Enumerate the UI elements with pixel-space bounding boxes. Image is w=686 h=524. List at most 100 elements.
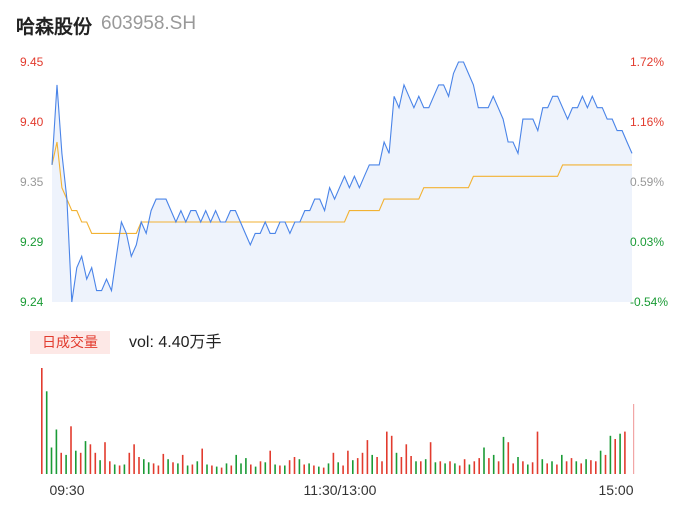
volume-bar (531, 462, 534, 474)
volume-bar (293, 457, 296, 474)
volume-bar (172, 462, 174, 474)
volume-bar (604, 454, 607, 474)
volume-bar (118, 465, 121, 474)
y-tick-label: 9.45 (20, 55, 44, 69)
volume-bar (556, 464, 558, 474)
volume-bar (191, 464, 194, 474)
volume-bar (444, 463, 446, 474)
volume-bar (507, 442, 510, 474)
volume-bar (395, 452, 398, 474)
y-right-tick-label: -0.54% (630, 295, 668, 309)
x-axis: 09:30 11:30/13:00 15:00 (49, 482, 633, 498)
volume-bar (410, 456, 412, 474)
volume-bar (517, 457, 519, 474)
volume-bars-layer (41, 368, 635, 474)
volume-bar (371, 454, 373, 474)
volume-bar (541, 459, 544, 474)
volume-bar (492, 454, 495, 474)
volume-bar (595, 461, 597, 474)
volume-bar (303, 464, 305, 474)
volume-bar (84, 441, 87, 474)
volume-bar (65, 454, 67, 474)
volume-bar (468, 464, 471, 474)
volume-bar (551, 461, 553, 474)
volume-bar (590, 460, 592, 474)
volume-bar (585, 459, 587, 474)
volume-bar (361, 452, 364, 474)
volume-bar (458, 465, 461, 474)
y-tick-label: 9.24 (20, 295, 44, 309)
volume-bar (624, 431, 626, 474)
volume-bar (225, 463, 228, 474)
volume-bar (113, 464, 116, 474)
volume-bar (546, 463, 548, 474)
x-tick-label: 15:00 (598, 482, 633, 498)
volume-bar (269, 450, 271, 474)
volume-bar (94, 452, 97, 474)
volume-bar (429, 442, 432, 474)
volume-bar (70, 426, 72, 474)
volume-bar (143, 459, 145, 474)
volume-bar (420, 461, 422, 474)
volume-bar (55, 429, 58, 474)
volume-bar (181, 454, 184, 474)
volume-bar (478, 458, 480, 474)
volume-bar (463, 459, 466, 474)
volume-bar (60, 452, 62, 474)
volume-bar (347, 450, 349, 474)
volume-bar (308, 463, 310, 474)
daily-volume-tab[interactable]: 日成交量 (30, 331, 110, 354)
y-right-tick-label: 1.16% (630, 115, 664, 129)
volume-bar (619, 433, 621, 474)
volume-bar (99, 460, 101, 474)
volume-bar (512, 463, 514, 474)
volume-bar (434, 462, 437, 474)
volume-bar (536, 431, 539, 474)
y-right-tick-label: 0.59% (630, 175, 664, 189)
volume-bar (424, 459, 427, 474)
volume-bar (104, 442, 106, 474)
volume-bar (186, 465, 189, 474)
volume-bar (352, 460, 354, 474)
volume-bar (264, 462, 267, 474)
price-line (51, 61, 633, 303)
volume-bar (152, 463, 155, 474)
volume-bar (288, 460, 291, 474)
volume-bar (284, 465, 286, 474)
volume-bar (575, 461, 578, 474)
volume-bar (405, 444, 408, 474)
volume-bar (162, 453, 165, 474)
volume-bar (473, 461, 476, 474)
volume-bar (565, 461, 568, 474)
volume-bar (337, 462, 339, 474)
volume-bar (157, 465, 160, 474)
volume-bar (342, 465, 344, 474)
volume-bar (45, 391, 48, 474)
volume-bar (570, 458, 573, 474)
volume-bar (322, 467, 325, 474)
y-axis-right: 1.72% 1.16% 0.59% 0.03% -0.54% (630, 55, 668, 309)
x-tick-label: 09:30 (49, 482, 84, 498)
volume-bar (580, 463, 582, 474)
volume-bar (415, 461, 417, 474)
y-tick-label: 9.29 (20, 235, 44, 249)
volume-bar (274, 464, 276, 474)
volume-bar (240, 463, 242, 474)
volume-bar (561, 454, 563, 474)
volume-bar (313, 465, 315, 474)
volume-bar (599, 450, 602, 474)
volume-bar (215, 466, 218, 474)
volume-bar (133, 444, 135, 474)
volume-bar (356, 458, 359, 474)
volume-bar (633, 404, 635, 474)
stock-code: 603958.SH (101, 13, 197, 34)
volume-bar (502, 436, 505, 474)
volume-bar (177, 463, 179, 474)
volume-bar (220, 467, 223, 474)
y-tick-label: 9.35 (20, 175, 44, 189)
volume-bar (109, 461, 111, 474)
y-axis-left: 9.45 9.40 9.35 9.29 9.24 (20, 55, 44, 309)
volume-bar (318, 466, 320, 474)
volume-bar (196, 461, 199, 474)
volume-bar (79, 452, 82, 474)
